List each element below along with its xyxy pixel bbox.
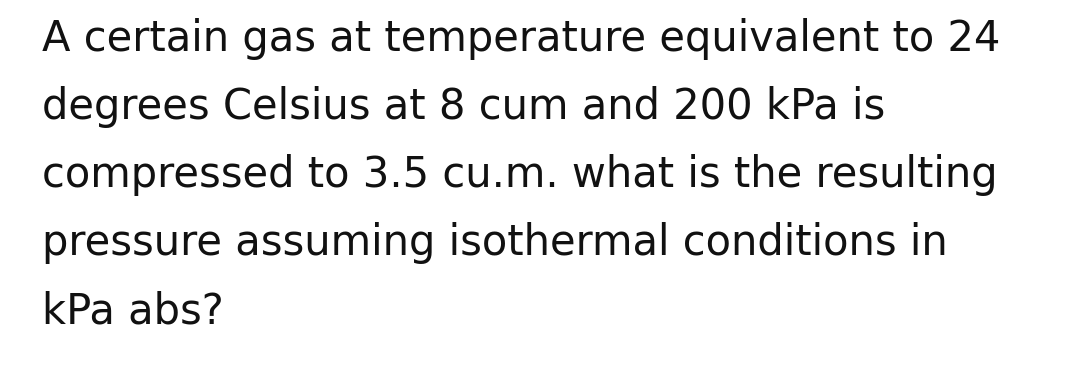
Text: compressed to 3.5 cu.m. what is the resulting: compressed to 3.5 cu.m. what is the resu… (42, 154, 998, 196)
Text: kPa abs?: kPa abs? (42, 290, 224, 332)
Text: A certain gas at temperature equivalent to 24: A certain gas at temperature equivalent … (42, 18, 1000, 60)
Text: pressure assuming isothermal conditions in: pressure assuming isothermal conditions … (42, 222, 948, 264)
Text: degrees Celsius at 8 cum and 200 kPa is: degrees Celsius at 8 cum and 200 kPa is (42, 86, 886, 128)
